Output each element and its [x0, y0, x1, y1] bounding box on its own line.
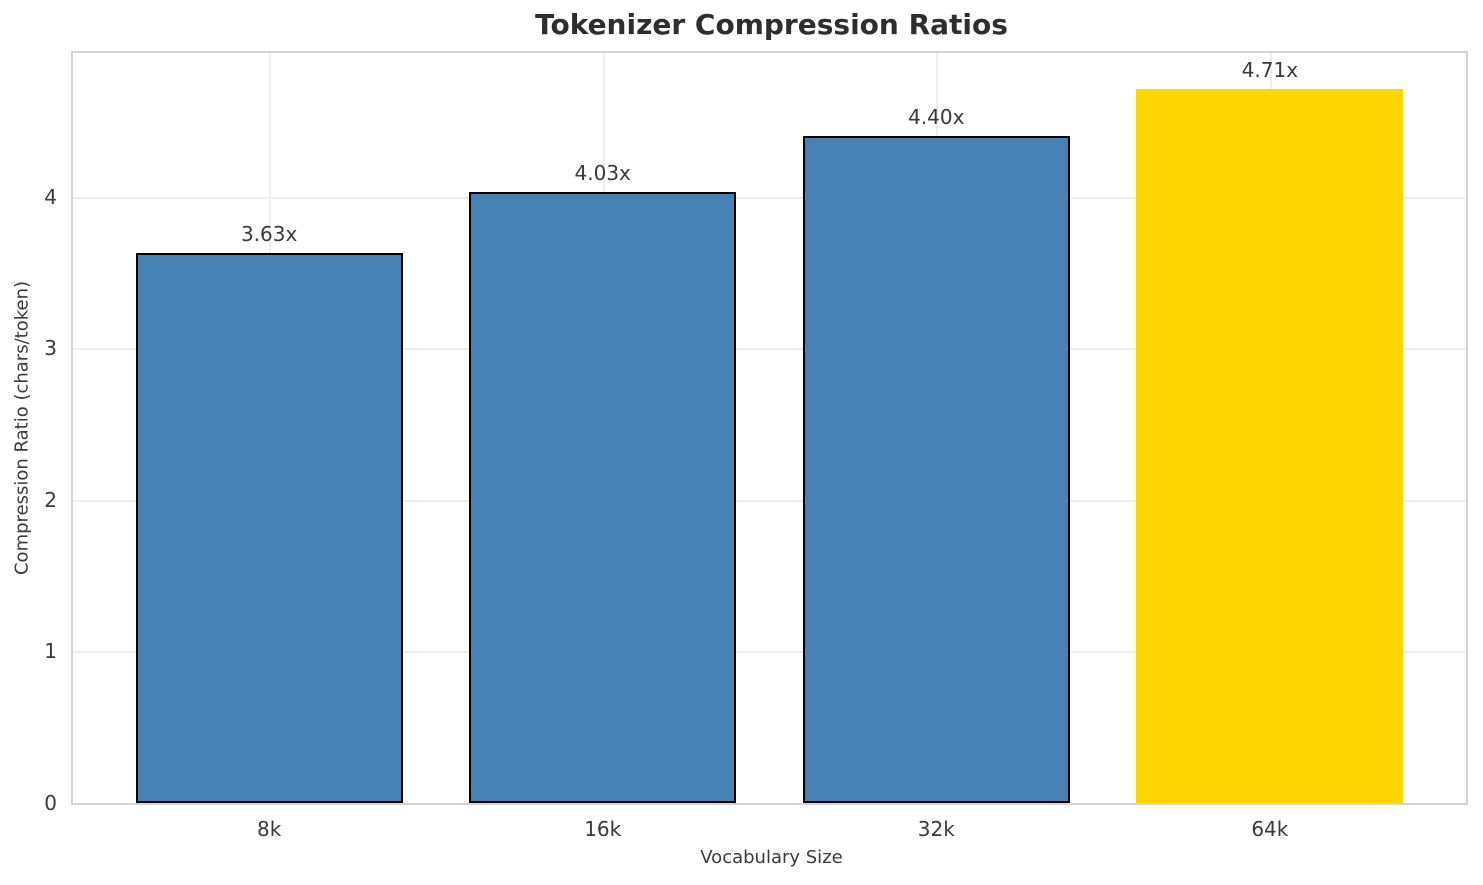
x-axis-label: Vocabulary Size — [700, 847, 843, 868]
y-tick-label-2: 2 — [44, 487, 57, 512]
y-axis-label: Compression Ratio (chars/token) — [11, 280, 33, 576]
bar-value-label-8k: 3.63x — [240, 222, 298, 246]
bar-8k — [135, 253, 403, 803]
bar-32k — [802, 136, 1070, 803]
x-tick-label-8k: 8k — [256, 817, 282, 841]
bar-value-label-64k: 4.71x — [1241, 58, 1299, 83]
x-tick-label-16k: 16k — [584, 817, 622, 841]
bar-value-label-32k: 4.40x — [908, 105, 965, 130]
y-tick-label-0: 0 — [44, 791, 57, 815]
bar-64k — [1136, 89, 1404, 803]
bar-16k — [469, 192, 737, 803]
x-tick-label-64k: 64k — [1251, 817, 1289, 841]
gridline-horizontal — [73, 348, 1466, 351]
chart-title: Tokenizer Compression Ratios — [535, 8, 1008, 41]
gridline-horizontal — [73, 651, 1466, 654]
y-tick-label-1: 1 — [44, 639, 57, 664]
bar-value-label-16k: 4.03x — [574, 161, 631, 186]
gridline-horizontal — [73, 196, 1466, 199]
y-tick-label-4: 4 — [44, 184, 57, 209]
x-tick-label-32k: 32k — [917, 817, 955, 841]
gridline-horizontal — [73, 499, 1466, 502]
plot-area: 3.63x 4.03x 4.40x 4.71x — [71, 51, 1468, 805]
y-tick-label-3: 3 — [44, 336, 57, 361]
